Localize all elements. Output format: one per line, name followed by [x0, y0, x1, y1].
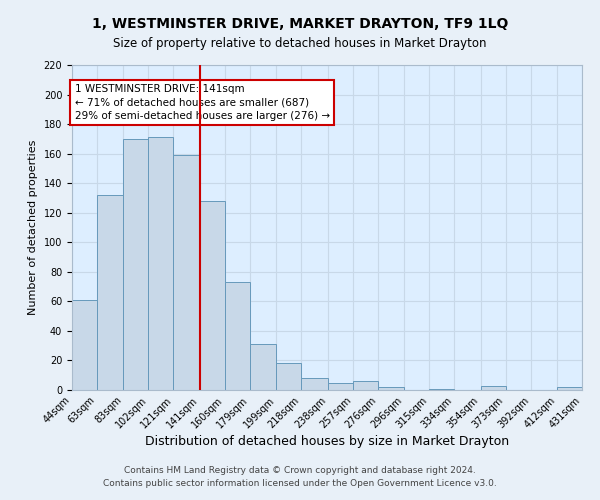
- X-axis label: Distribution of detached houses by size in Market Drayton: Distribution of detached houses by size …: [145, 436, 509, 448]
- Bar: [225, 282, 250, 390]
- Text: Size of property relative to detached houses in Market Drayton: Size of property relative to detached ho…: [113, 38, 487, 51]
- Bar: [148, 138, 173, 390]
- Text: Contains HM Land Registry data © Crown copyright and database right 2024.
Contai: Contains HM Land Registry data © Crown c…: [103, 466, 497, 487]
- Bar: [353, 381, 378, 390]
- Text: 1 WESTMINSTER DRIVE: 141sqm
← 71% of detached houses are smaller (687)
29% of se: 1 WESTMINSTER DRIVE: 141sqm ← 71% of det…: [74, 84, 330, 120]
- Bar: [173, 155, 200, 390]
- Bar: [328, 382, 353, 390]
- Bar: [276, 364, 301, 390]
- Bar: [200, 201, 225, 390]
- Bar: [557, 387, 582, 390]
- Bar: [378, 387, 404, 390]
- Y-axis label: Number of detached properties: Number of detached properties: [28, 140, 38, 315]
- Bar: [72, 300, 97, 390]
- Bar: [301, 378, 328, 390]
- Text: 1, WESTMINSTER DRIVE, MARKET DRAYTON, TF9 1LQ: 1, WESTMINSTER DRIVE, MARKET DRAYTON, TF…: [92, 18, 508, 32]
- Bar: [429, 388, 454, 390]
- Bar: [481, 386, 506, 390]
- Bar: [97, 195, 124, 390]
- Bar: [124, 139, 148, 390]
- Bar: [250, 344, 276, 390]
